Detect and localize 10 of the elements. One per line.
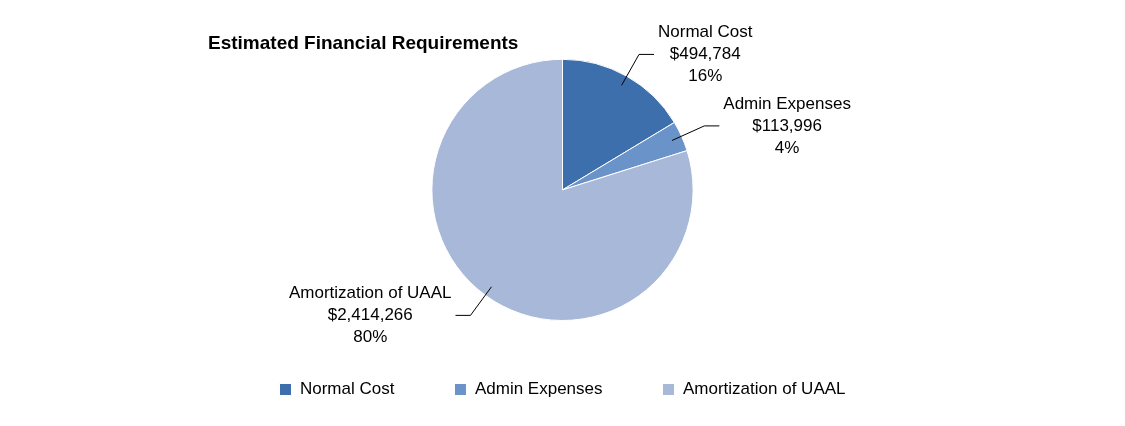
data-label: $2,414,266 80% — [327, 305, 413, 347]
slice-label: Amortization of UAAL — [288, 283, 452, 303]
legend-label: Amortization of UAAL — [683, 379, 846, 399]
data-label: $113,996 4% — [752, 115, 822, 157]
data-label: $494,784 16% — [669, 44, 741, 86]
chart-title: Estimated Financial Requirements — [208, 31, 519, 53]
legend-label: Admin Expenses — [474, 379, 603, 399]
slice-label: Normal Cost — [658, 22, 753, 42]
slice-label: Admin Expenses — [723, 93, 851, 113]
legend-label: Normal Cost — [299, 379, 395, 399]
